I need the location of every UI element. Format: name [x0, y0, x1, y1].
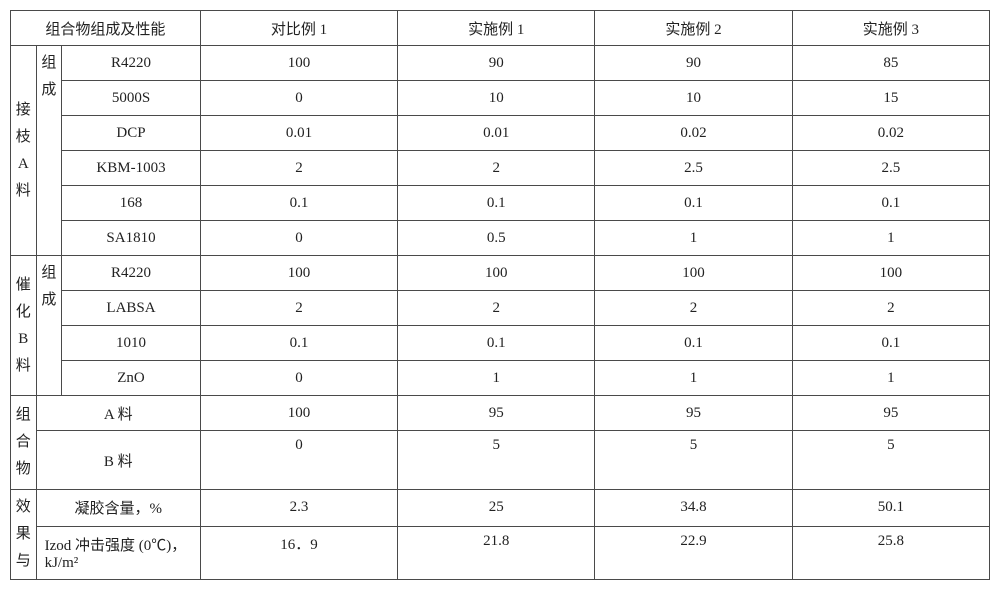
- cell: 0: [200, 221, 397, 256]
- section-vlabel-effect: 效果与: [11, 490, 37, 580]
- section-vlabel-combo: 组合物: [11, 396, 37, 490]
- cell: 85: [792, 46, 989, 81]
- cell: 100: [200, 46, 397, 81]
- col-header: 实施例 3: [792, 11, 989, 46]
- cell: 100: [792, 256, 989, 291]
- cell: 0.1: [595, 326, 792, 361]
- row-name: R4220: [62, 46, 201, 81]
- table-row: 催化B料 组成 R4220 100 100 100 100: [11, 256, 990, 291]
- cell: 95: [792, 396, 989, 431]
- cell: 34.8: [595, 490, 792, 527]
- section-vlabel-graft-a: 接枝A料: [11, 46, 37, 256]
- table-row: ZnO 0 1 1 1: [11, 361, 990, 396]
- table-row: LABSA 2 2 2 2: [11, 291, 990, 326]
- cell: 0.01: [200, 116, 397, 151]
- cell: 25: [398, 490, 595, 527]
- cell: 2: [792, 291, 989, 326]
- row-name: R4220: [62, 256, 201, 291]
- row-name: SA1810: [62, 221, 201, 256]
- cell: 2: [398, 151, 595, 186]
- cell: 1: [792, 221, 989, 256]
- cell: 0.1: [595, 186, 792, 221]
- col-header: 实施例 2: [595, 11, 792, 46]
- cell: 0.02: [792, 116, 989, 151]
- cell: 100: [595, 256, 792, 291]
- table-row: 效果与 凝胶含量，% 2.3 25 34.8 50.1: [11, 490, 990, 527]
- cell: 2: [595, 291, 792, 326]
- row-name: LABSA: [62, 291, 201, 326]
- cell: 100: [200, 256, 397, 291]
- cell: 1: [398, 361, 595, 396]
- cell: 95: [595, 396, 792, 431]
- row-name: 凝胶含量，%: [36, 490, 200, 527]
- cell: 90: [595, 46, 792, 81]
- table-header-row: 组合物组成及性能 对比例 1 实施例 1 实施例 2 实施例 3: [11, 11, 990, 46]
- row-name: Izod 冲击强度 (0℃)，kJ/m²: [36, 526, 200, 579]
- cell: 5: [792, 431, 989, 490]
- cell: 2: [398, 291, 595, 326]
- cell: 22.9: [595, 526, 792, 579]
- row-name: 5000S: [62, 81, 201, 116]
- header-title: 组合物组成及性能: [11, 11, 201, 46]
- cell: 25.8: [792, 526, 989, 579]
- cell: 100: [200, 396, 397, 431]
- row-name: DCP: [62, 116, 201, 151]
- row-name: 168: [62, 186, 201, 221]
- cell: 1: [595, 361, 792, 396]
- cell: 0: [200, 431, 397, 490]
- row-name: KBM-1003: [62, 151, 201, 186]
- cell: 0.1: [792, 186, 989, 221]
- table-row: 组合物 A 料 100 95 95 95: [11, 396, 990, 431]
- col-header: 对比例 1: [200, 11, 397, 46]
- cell: 2: [200, 151, 397, 186]
- table-row: DCP 0.01 0.01 0.02 0.02: [11, 116, 990, 151]
- cell: 95: [398, 396, 595, 431]
- table-row: 1010 0.1 0.1 0.1 0.1: [11, 326, 990, 361]
- cell: 0.1: [398, 186, 595, 221]
- table-row: 5000S 0 10 10 15: [11, 81, 990, 116]
- cell: 16．9: [200, 526, 397, 579]
- cell: 0: [200, 81, 397, 116]
- row-name: B 料: [36, 431, 200, 490]
- cell: 100: [398, 256, 595, 291]
- cell: 50.1: [792, 490, 989, 527]
- table-row: KBM-1003 2 2 2.5 2.5: [11, 151, 990, 186]
- cell: 0.1: [792, 326, 989, 361]
- cell: 1: [792, 361, 989, 396]
- cell: 0.1: [200, 326, 397, 361]
- table-row: Izod 冲击强度 (0℃)，kJ/m² 16．9 21.8 22.9 25.8: [11, 526, 990, 579]
- cell: 2.5: [595, 151, 792, 186]
- cell: 10: [398, 81, 595, 116]
- cell: 10: [595, 81, 792, 116]
- cell: 1: [595, 221, 792, 256]
- cell: 0.02: [595, 116, 792, 151]
- cell: 0.1: [200, 186, 397, 221]
- table-row: 168 0.1 0.1 0.1 0.1: [11, 186, 990, 221]
- cell: 2.5: [792, 151, 989, 186]
- cell: 2.3: [200, 490, 397, 527]
- composition-table: 组合物组成及性能 对比例 1 实施例 1 实施例 2 实施例 3 接枝A料 组成…: [10, 10, 990, 580]
- cell: 0.5: [398, 221, 595, 256]
- cell: 2: [200, 291, 397, 326]
- row-name: ZnO: [62, 361, 201, 396]
- cell: 21.8: [398, 526, 595, 579]
- cell: 5: [595, 431, 792, 490]
- cell: 0.01: [398, 116, 595, 151]
- table-row: 接枝A料 组成 R4220 100 90 90 85: [11, 46, 990, 81]
- section-sublabel-composition: 组成: [36, 256, 62, 396]
- table-row: B 料 0 5 5 5: [11, 431, 990, 490]
- cell: 0.1: [398, 326, 595, 361]
- row-name: A 料: [36, 396, 200, 431]
- col-header: 实施例 1: [398, 11, 595, 46]
- cell: 15: [792, 81, 989, 116]
- row-name: 1010: [62, 326, 201, 361]
- section-vlabel-catalyst-b: 催化B料: [11, 256, 37, 396]
- table-row: SA1810 0 0.5 1 1: [11, 221, 990, 256]
- cell: 90: [398, 46, 595, 81]
- cell: 0: [200, 361, 397, 396]
- cell: 5: [398, 431, 595, 490]
- section-sublabel-composition: 组成: [36, 46, 62, 256]
